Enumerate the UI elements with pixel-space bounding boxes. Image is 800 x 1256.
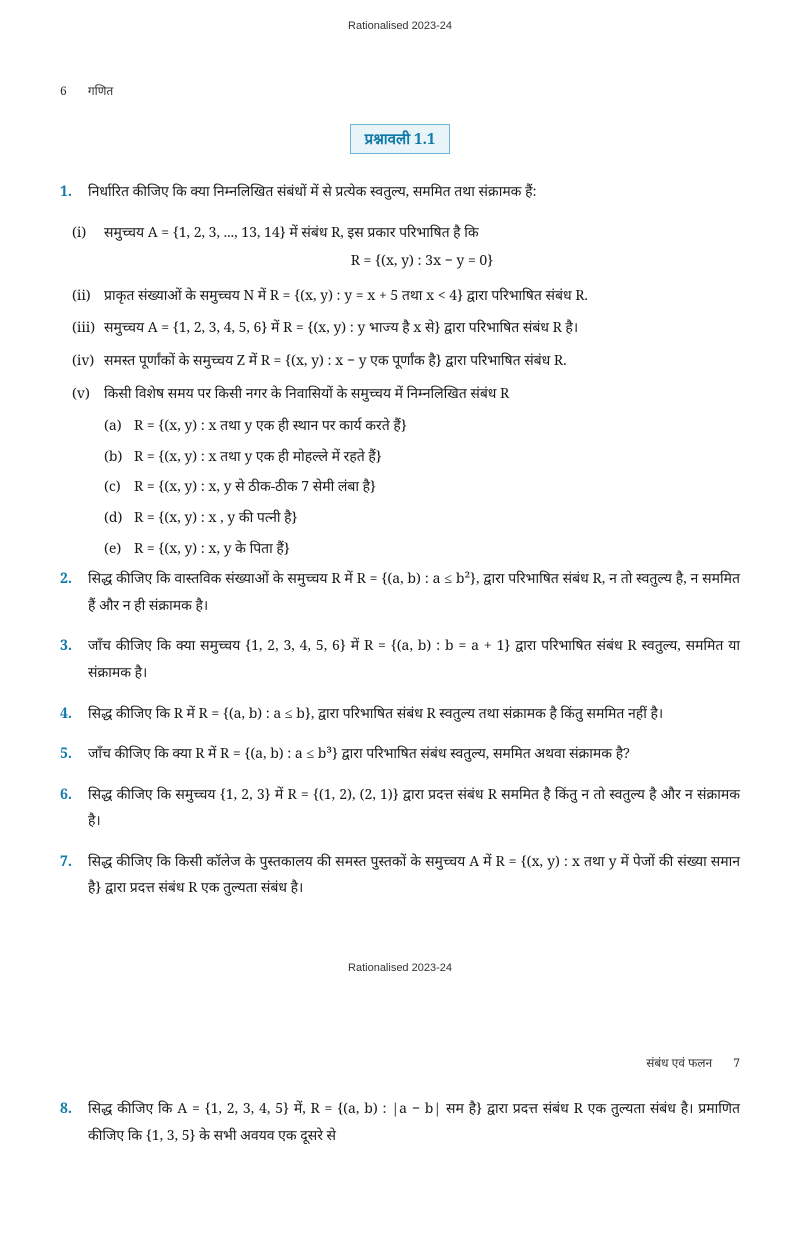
header-rationalised-top: Rationalised 2023-24 [60,20,740,32]
sub-question-number: (iv) [72,348,104,375]
sub-question-number: (v) [72,381,104,408]
sub-question-1-ii: (ii) प्राकृत संख्याओं के समुच्चय N में R… [72,283,740,310]
question-text: निर्धारित कीजिए कि क्या निम्नलिखित संबंध… [88,179,740,206]
chapter-name: संबंध एवं फलन [646,1054,712,1071]
sub-sub-question-number: (a) [104,413,134,440]
question-text: सिद्ध कीजिए कि R में R = {(a, b) : a ≤ b… [88,701,740,728]
sub-question-1-iii: (iii) समुच्चय A = {1, 2, 3, 4, 5, 6} में… [72,315,740,342]
sub-sub-question-number: (b) [104,444,134,471]
sub-sub-question-text: R = {(x, y) : x, y के पिता हैं} [134,536,290,563]
page-header-top: 6 गणित [60,82,740,99]
question-number: 3. [60,633,88,686]
sub-sub-question-1-v-b: (b) R = {(x, y) : x तथा y एक ही मोहल्ले … [104,444,740,471]
sub-sub-question-number: (e) [104,536,134,563]
question-text: सिद्ध कीजिए कि वास्तविक संख्याओं के समुच… [88,566,740,619]
sub-question-text: समस्त पूर्णांकों के समुच्चय Z में R = {(… [104,348,740,375]
sub-question-number: (iii) [72,315,104,342]
question-number: 2. [60,566,88,619]
exercise-title: प्रश्नावली 1.1 [350,124,451,154]
question-4: 4. सिद्ध कीजिए कि R में R = {(a, b) : a … [60,701,740,728]
question-2: 2. सिद्ध कीजिए कि वास्तविक संख्याओं के स… [60,566,740,619]
sub-sub-question-text: R = {(x, y) : x तथा y एक ही मोहल्ले में … [134,444,382,471]
sub-question-1-i: (i) समुच्चय A = {1, 2, 3, ..., 13, 14} म… [72,220,740,277]
header-rationalised-bottom: Rationalised 2023-24 [60,962,740,974]
page-header-bottom: संबंध एवं फलन 7 [60,1054,740,1071]
question-number: 1. [60,179,88,206]
sub-sub-question-1-v-e: (e) R = {(x, y) : x, y के पिता हैं} [104,536,740,563]
question-5: 5. जाँच कीजिए कि क्या R में R = {(a, b) … [60,741,740,768]
sub-sub-question-1-v-a: (a) R = {(x, y) : x तथा y एक ही स्थान पर… [104,413,740,440]
question-number: 6. [60,782,88,835]
subject-label: गणित [88,82,113,99]
question-text: सिद्ध कीजिए कि किसी कॉलेज के पुस्तकालय क… [88,849,740,902]
question-text: सिद्ध कीजिए कि समुच्चय {1, 2, 3} में R =… [88,782,740,835]
sub-sub-question-text: R = {(x, y) : x, y से ठीक-ठीक 7 सेमी लंब… [134,474,376,501]
sub-question-text: समुच्चय A = {1, 2, 3, 4, 5, 6} में R = {… [104,315,740,342]
sub-question-text: समुच्चय A = {1, 2, 3, ..., 13, 14} में स… [104,220,740,247]
sub-sub-question-number: (d) [104,505,134,532]
page-number-bottom: 7 [733,1054,740,1071]
question-number: 8. [60,1096,88,1149]
sub-sub-question-text: R = {(x, y) : x तथा y एक ही स्थान पर कार… [134,413,407,440]
question-number: 5. [60,741,88,768]
sub-question-text: किसी विशेष समय पर किसी नगर के निवासियों … [104,381,740,408]
sub-sub-question-text: R = {(x, y) : x , y की पत्नी है} [134,505,298,532]
question-7: 7. सिद्ध कीजिए कि किसी कॉलेज के पुस्तकाल… [60,849,740,902]
question-number: 4. [60,701,88,728]
sub-question-number: (ii) [72,283,104,310]
question-text: जाँच कीजिए कि क्या समुच्चय {1, 2, 3, 4, … [88,633,740,686]
sub-sub-question-1-v-d: (d) R = {(x, y) : x , y की पत्नी है} [104,505,740,532]
sub-question-text: प्राकृत संख्याओं के समुच्चय N में R = {(… [104,283,740,310]
question-1: 1. निर्धारित कीजिए कि क्या निम्नलिखित सं… [60,179,740,206]
sub-sub-question-number: (c) [104,474,134,501]
sub-sub-question-1-v-c: (c) R = {(x, y) : x, y से ठीक-ठीक 7 सेमी… [104,474,740,501]
question-text: सिद्ध कीजिए कि A = {1, 2, 3, 4, 5} में, … [88,1096,740,1149]
sub-question-1-v: (v) किसी विशेष समय पर किसी नगर के निवासि… [72,381,740,408]
sub-question-number: (i) [72,220,104,277]
question-8: 8. सिद्ध कीजिए कि A = {1, 2, 3, 4, 5} मे… [60,1096,740,1149]
sub-question-1-iv: (iv) समस्त पूर्णांकों के समुच्चय Z में R… [72,348,740,375]
question-number: 7. [60,849,88,902]
question-6: 6. सिद्ध कीजिए कि समुच्चय {1, 2, 3} में … [60,782,740,835]
question-3: 3. जाँच कीजिए कि क्या समुच्चय {1, 2, 3, … [60,633,740,686]
page-number-top: 6 [60,82,67,99]
question-text: जाँच कीजिए कि क्या R में R = {(a, b) : a… [88,741,740,768]
formula: R = {(x, y) : 3x − y = 0} [104,248,740,275]
exercise-title-wrapper: प्रश्नावली 1.1 [60,124,740,154]
